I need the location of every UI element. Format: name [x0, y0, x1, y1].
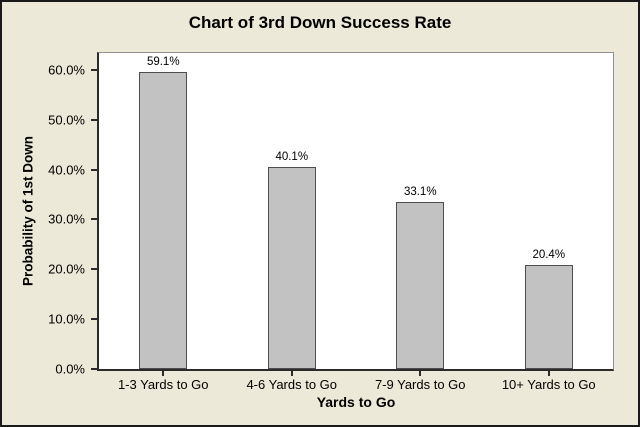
bar-value-label: 33.1% [403, 186, 437, 199]
y-tick-label: 60.0% [48, 62, 85, 78]
y-tick-label: 20.0% [48, 261, 85, 277]
y-tick-mark [91, 218, 97, 221]
x-tick-mark [547, 371, 550, 376]
y-tick-label: 50.0% [48, 112, 85, 128]
x-axis-title: Yards to Go [316, 394, 396, 410]
y-tick-mark [91, 68, 97, 71]
x-tick-mark [290, 371, 293, 376]
y-tick-mark [91, 168, 97, 171]
y-tick-mark [91, 118, 97, 121]
bar-slot: 33.1% [356, 53, 485, 369]
bar-value-label: 59.1% [146, 56, 180, 69]
x-tick-label: 7-9 Yards to Go [374, 377, 466, 392]
plot-area: 59.1% 40.1% 33.1% 20.4% [97, 52, 614, 371]
x-axis-category: 10+ Yards to Go [485, 371, 614, 392]
bar-value-label: 20.4% [532, 249, 566, 262]
y-axis: 0.0% 10.0% 20.0% 30.0% 40.0% 50.0% 60.0% [2, 53, 97, 377]
x-axis-category: 7-9 Yards to Go [356, 371, 485, 392]
bar-series: 59.1% 40.1% 33.1% 20.4% [99, 53, 613, 369]
bar-slot: 59.1% [99, 53, 228, 369]
chart-title: Chart of 3rd Down Success Rate [188, 13, 452, 32]
x-tick-label: 4-6 Yards to Go [246, 377, 338, 392]
bar-value-label: 40.1% [275, 151, 309, 164]
y-tick-mark [91, 368, 97, 370]
x-tick-mark [419, 371, 422, 376]
y-tick-mark [91, 318, 97, 321]
x-tick-mark [162, 371, 165, 376]
bar [396, 202, 445, 369]
bar [139, 72, 188, 369]
bar [524, 265, 573, 369]
y-tick-label: 40.0% [48, 162, 85, 178]
x-tick-label: 10+ Yards to Go [501, 377, 596, 392]
x-axis-category: 4-6 Yards to Go [228, 371, 357, 392]
x-axis: 1-3 Yards to Go 4-6 Yards to Go 7-9 Yards … [99, 371, 613, 392]
bar-slot: 20.4% [485, 53, 614, 369]
y-tick-label: 10.0% [48, 311, 85, 327]
y-tick-label: 30.0% [48, 211, 85, 227]
bar [267, 167, 316, 369]
x-tick-label: 1-3 Yards to Go [117, 377, 209, 392]
bar-slot: 40.1% [228, 53, 357, 369]
x-axis-category: 1-3 Yards to Go [99, 371, 228, 392]
y-tick-label: 0.0% [55, 361, 85, 377]
y-tick-mark [91, 268, 97, 271]
